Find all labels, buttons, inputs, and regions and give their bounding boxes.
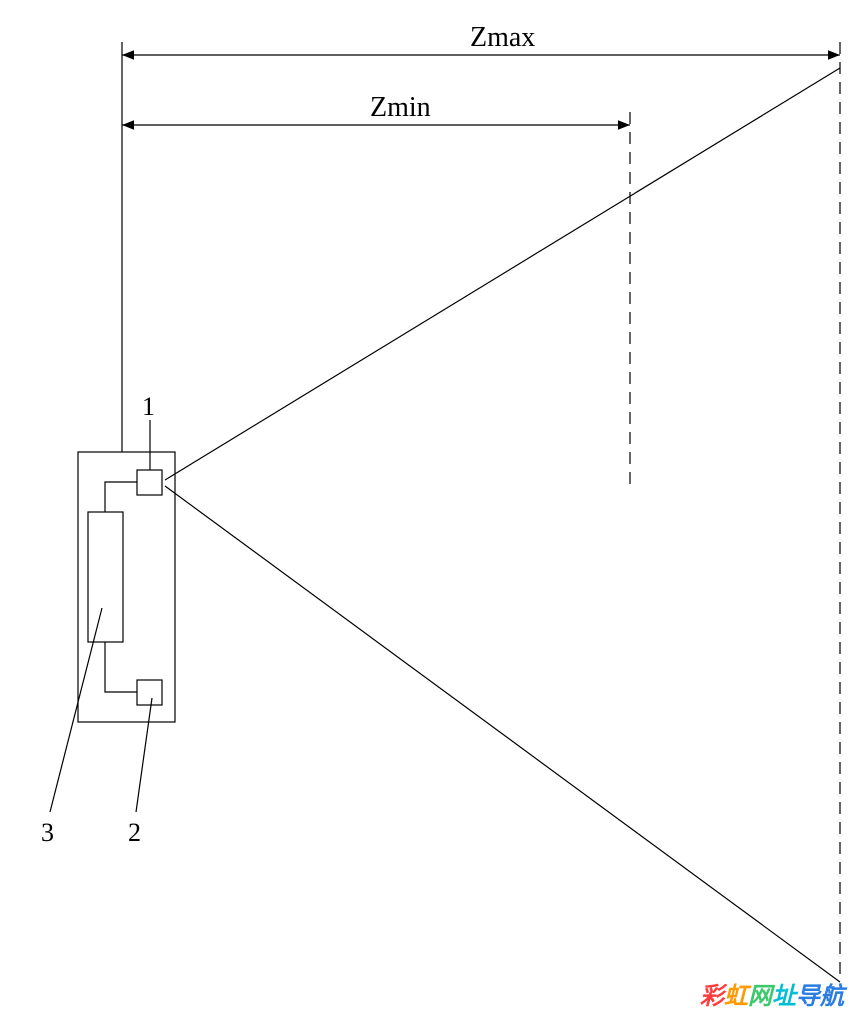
wm-char: 址: [772, 983, 796, 1010]
wire-bottom: [105, 642, 137, 692]
wm-char: 网: [748, 983, 772, 1010]
component-3: [88, 512, 123, 642]
leader-2: [136, 698, 152, 812]
wire-top: [105, 482, 137, 512]
wm-char: 导: [796, 983, 820, 1010]
diagram-canvas: Zmax Zmin 1 2 3 彩虹网址导航: [0, 0, 856, 1000]
label-callout-2: 2: [128, 818, 141, 848]
label-zmax: Zmax: [470, 22, 535, 54]
label-callout-3: 3: [41, 818, 54, 848]
wm-char: 航: [820, 983, 844, 1010]
device-outer-box: [78, 452, 175, 722]
fov-lower: [165, 486, 840, 982]
fov-upper: [165, 68, 840, 480]
label-callout-1: 1: [142, 392, 155, 422]
diagram-svg: [0, 0, 856, 1000]
component-2: [137, 680, 162, 705]
component-1: [137, 470, 162, 495]
wm-char: 彩: [700, 983, 724, 1010]
watermark: 彩虹网址导航: [700, 976, 844, 1011]
wm-char: 虹: [724, 983, 748, 1010]
leader-3: [50, 608, 102, 812]
label-zmin: Zmin: [370, 92, 431, 124]
